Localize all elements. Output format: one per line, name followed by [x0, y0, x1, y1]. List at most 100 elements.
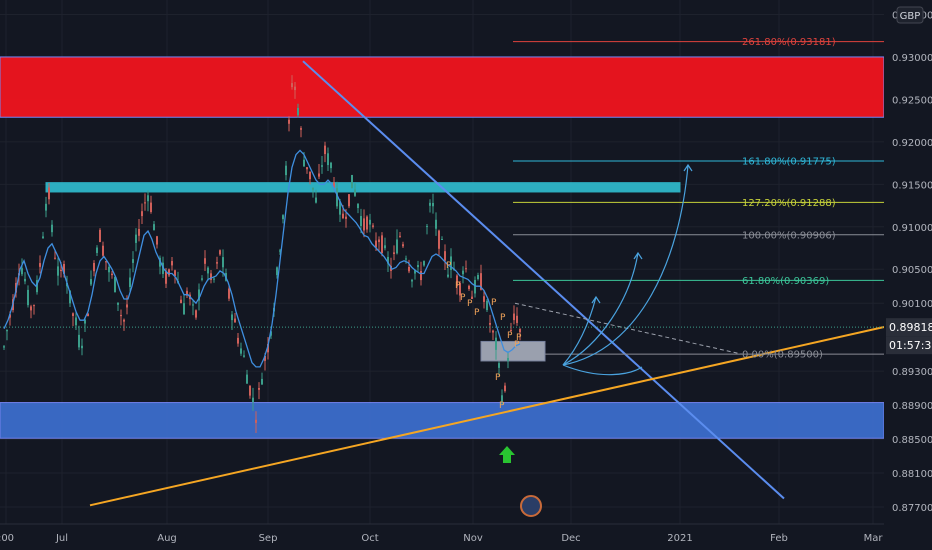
green-up-arrow	[499, 446, 515, 463]
candle-body	[459, 283, 461, 296]
candle-body	[387, 256, 389, 264]
pivot-marker: P	[446, 261, 452, 271]
currency-badge-label: GBP	[900, 11, 921, 22]
candle-body	[513, 313, 515, 321]
candle-body	[375, 240, 377, 248]
projection-arrowhead	[633, 251, 643, 260]
price-tick: 0.90500	[892, 265, 932, 276]
candle-body	[108, 266, 110, 273]
candle-body	[432, 202, 434, 207]
candle-body	[276, 267, 278, 276]
fib-label: 100.00%(0.90906)	[742, 230, 836, 241]
price-tick: 0.92500	[892, 95, 932, 106]
candle-body	[81, 345, 83, 349]
pivot-marker: P	[516, 333, 522, 343]
currency-badge[interactable]	[896, 6, 924, 24]
candle-body	[339, 201, 341, 215]
time-tick: Nov	[463, 533, 483, 544]
candle-body	[69, 290, 71, 304]
projection-curve	[562, 364, 643, 376]
price-tick: 0.88900	[892, 401, 932, 412]
time-axis-bg	[0, 524, 884, 550]
candle-body	[3, 346, 5, 348]
candle-body	[417, 265, 419, 268]
candle-body	[48, 187, 50, 200]
projection-curve	[562, 164, 689, 366]
candle-body	[171, 261, 173, 266]
price-tick: 0.91000	[892, 223, 932, 234]
candle-body	[462, 270, 464, 275]
candle-body	[429, 202, 431, 206]
time-tick: 2021	[667, 533, 692, 544]
candle-body	[183, 303, 185, 315]
time-tick: Mar	[864, 533, 884, 544]
fib-label: 127.20%(0.91288)	[742, 198, 836, 209]
candle-body	[318, 173, 320, 177]
candle-body	[180, 299, 182, 304]
candle-body	[60, 269, 62, 272]
candle-body	[135, 234, 137, 243]
candle-body	[378, 239, 380, 243]
pivot-marker: P	[500, 313, 506, 323]
candle-body	[6, 330, 8, 332]
candle-body	[471, 296, 473, 300]
projection-curve	[562, 252, 639, 366]
candle-body	[195, 310, 197, 318]
candle-body	[285, 165, 287, 176]
candle-body	[138, 228, 140, 236]
candle-body	[480, 273, 482, 290]
candle-body	[42, 236, 44, 239]
candle-body	[261, 378, 263, 385]
candle-body	[216, 262, 218, 264]
candle-body	[516, 315, 518, 323]
candle-body	[270, 331, 272, 336]
candle-body	[147, 195, 149, 202]
candle-body	[336, 188, 338, 207]
candle-body	[30, 306, 32, 311]
candle-body	[228, 288, 230, 299]
moving-average	[3, 149, 521, 368]
price-axis-bg	[884, 0, 932, 550]
price-tick: 0.93000	[892, 53, 932, 64]
candle-body	[372, 225, 374, 227]
candle-body	[84, 319, 86, 324]
candle-body	[486, 300, 488, 311]
candle-body	[288, 119, 290, 124]
avatar	[520, 495, 542, 517]
support-zone	[0, 402, 885, 439]
candle-body	[105, 261, 107, 263]
candle-body	[519, 329, 521, 333]
time-tick: Oct	[361, 533, 378, 544]
price-tick: 0.92000	[892, 138, 932, 149]
candle-body	[21, 268, 23, 275]
candles	[3, 75, 521, 434]
candle-body	[291, 83, 293, 88]
candle-body	[78, 334, 80, 348]
price-tick: 0.91500	[892, 180, 932, 191]
candle-body	[402, 244, 404, 247]
pivot-marker: P	[460, 293, 466, 303]
candle-body	[201, 278, 203, 280]
price-axis[interactable]: 0.935000.930000.925000.920000.915000.910…	[884, 0, 932, 550]
candle-body	[393, 252, 395, 255]
candle-body	[45, 203, 47, 211]
candle-body	[267, 343, 269, 353]
current-price-value: 0.89818	[889, 321, 932, 334]
candle-body	[141, 211, 143, 217]
candle-body	[501, 395, 503, 402]
candle-body	[363, 218, 365, 231]
candle-body	[24, 278, 26, 282]
fib-label: 0.00%(0.89500)	[742, 350, 823, 361]
candle-body	[165, 271, 167, 284]
candle-body	[198, 289, 200, 301]
time-axis[interactable]: :00 Jul Aug Sep Oct Nov Dec 2021 Feb Mar	[0, 523, 884, 550]
candle-body	[507, 357, 509, 361]
candle-body	[495, 337, 497, 350]
candle-body	[435, 219, 437, 229]
candle-body	[54, 257, 56, 259]
candle-body	[93, 262, 95, 272]
candle-body	[450, 256, 452, 270]
candle-body	[405, 258, 407, 260]
